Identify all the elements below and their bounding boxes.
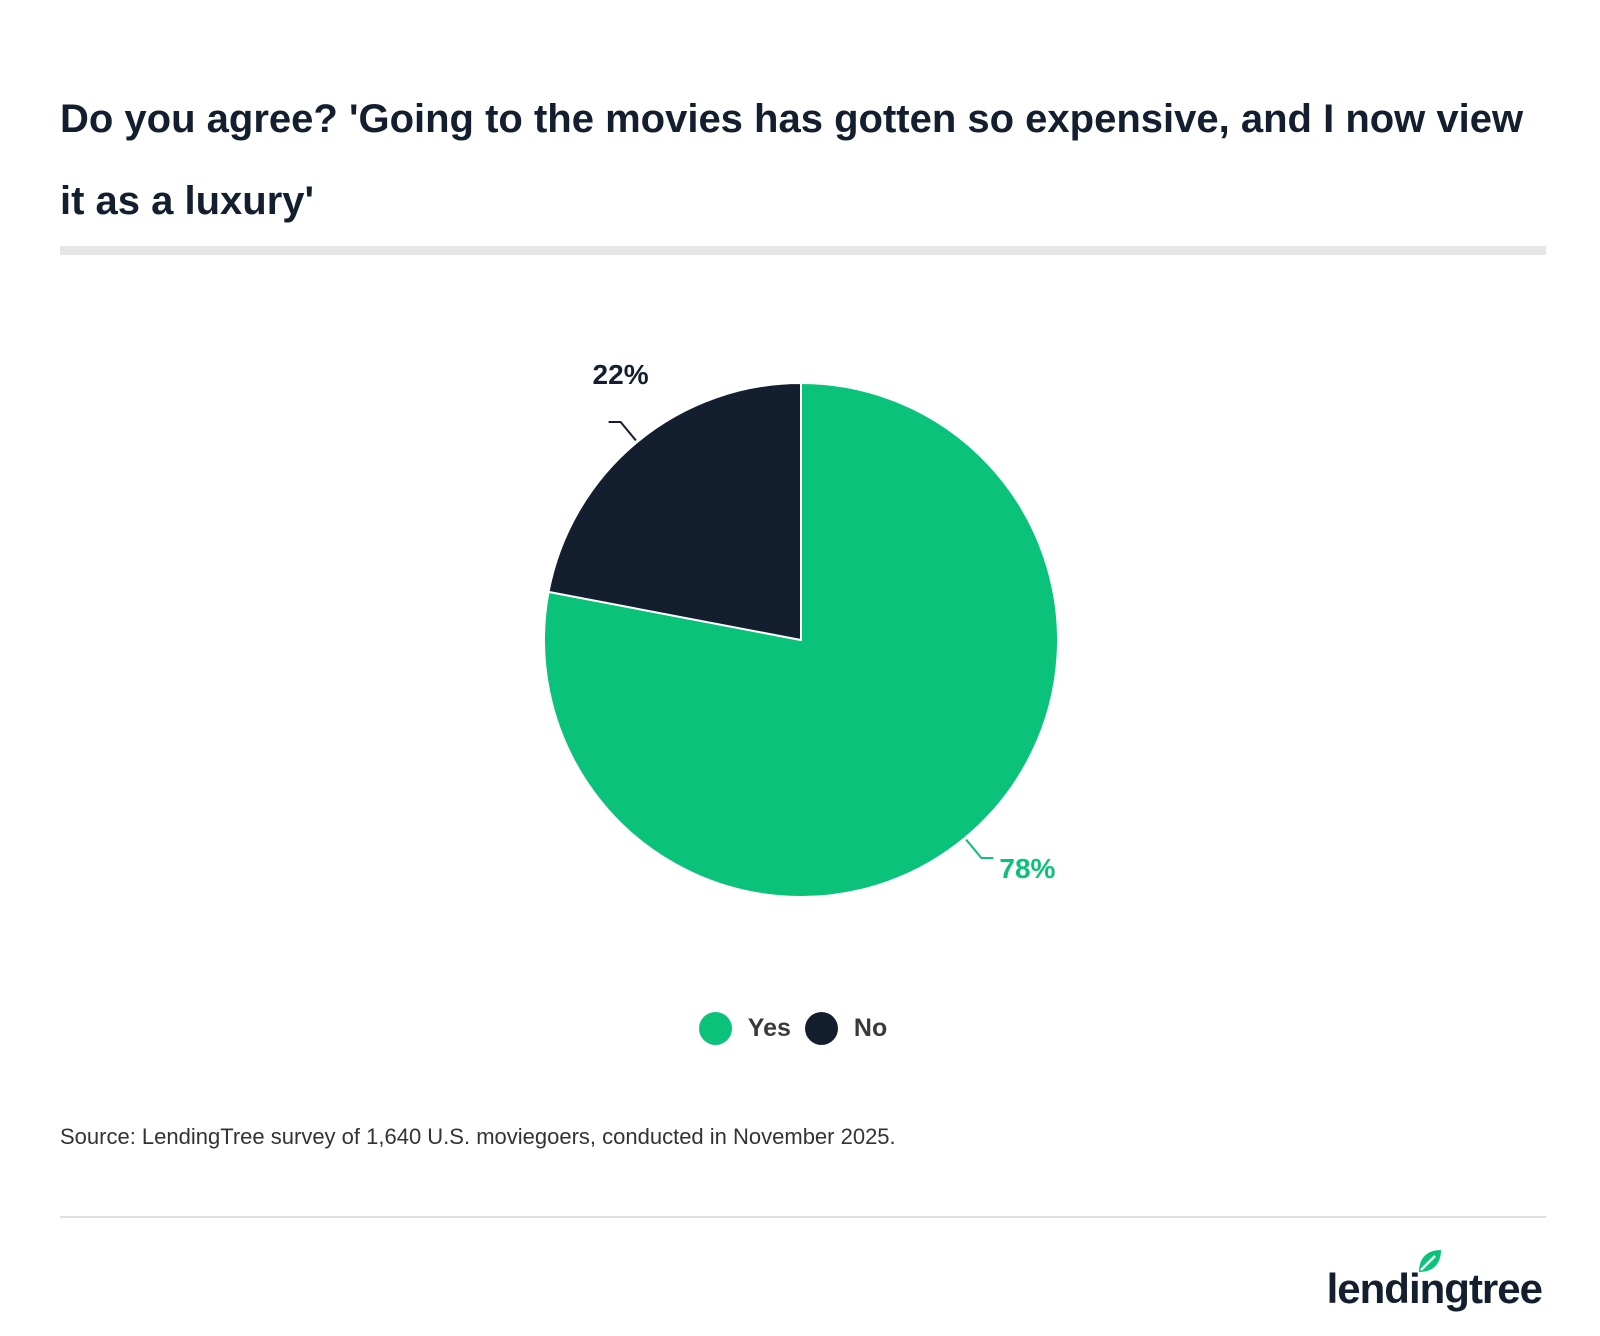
lendingtree-logo: lendingtree — [1326, 1250, 1543, 1312]
legend-item-no[interactable]: No — [804, 1012, 893, 1045]
chart-legend: Yes No — [0, 1012, 1600, 1045]
legend-swatch-yes — [698, 1012, 732, 1045]
leader-line-no — [608, 420, 637, 442]
pie-slice-no[interactable] — [547, 381, 802, 642]
source-note: Source: LendingTree survey of 1,640 U.S.… — [60, 1124, 896, 1149]
data-label-no: 22% — [593, 359, 649, 390]
legend-item-yes[interactable]: Yes — [698, 1012, 797, 1045]
title-divider — [60, 246, 1546, 255]
leaf-icon — [1418, 1250, 1441, 1272]
legend-label-no: No — [853, 1014, 888, 1042]
chart-title: Do you agree? 'Going to the movies has g… — [60, 97, 1524, 223]
legend-swatch-no — [804, 1012, 838, 1045]
leader-line-yes — [965, 838, 994, 860]
footer-divider — [60, 1216, 1546, 1218]
brand-wordmark: lendingtree — [1326, 1265, 1543, 1312]
data-label-yes: 78% — [999, 853, 1055, 884]
legend-label-yes: Yes — [747, 1014, 791, 1042]
